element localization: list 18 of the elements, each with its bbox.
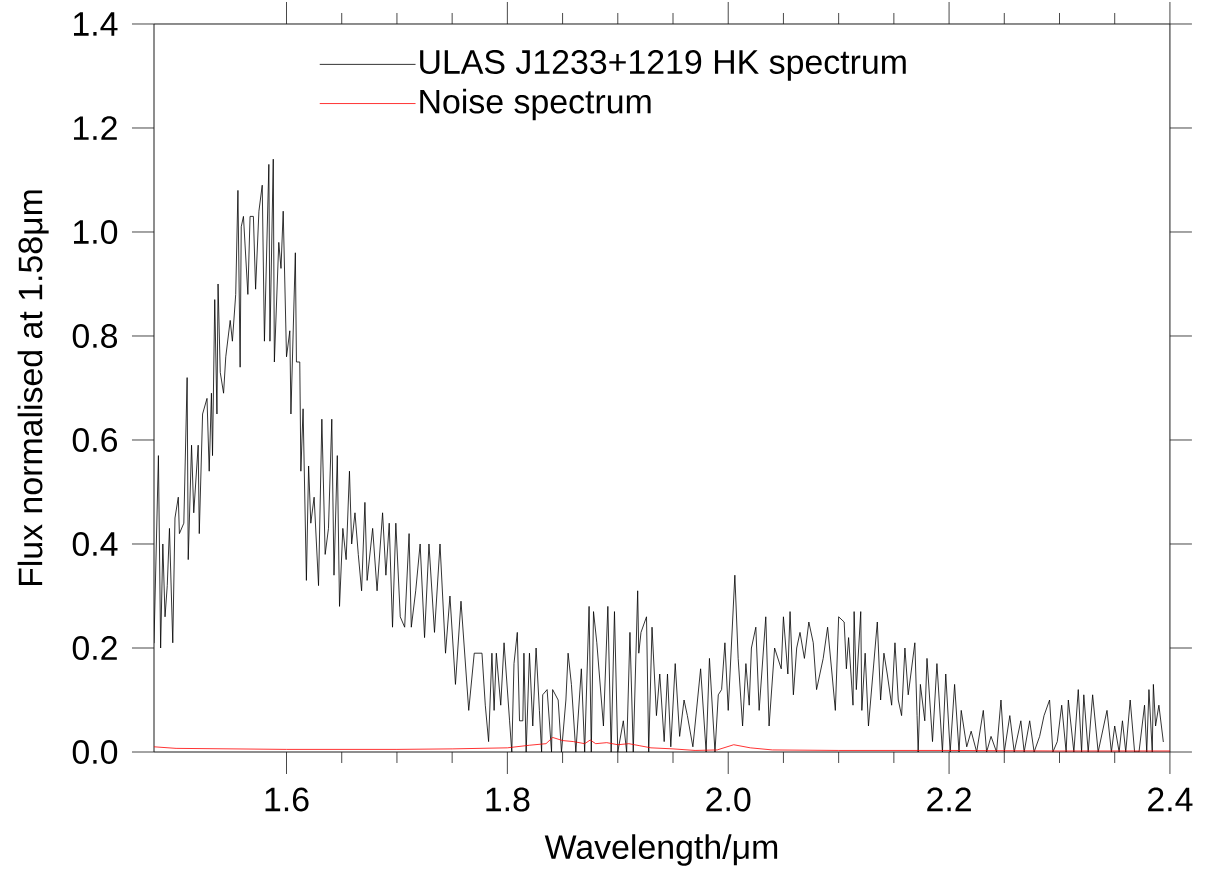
y-tick-label: 0.4: [72, 532, 118, 556]
y-tick-label: 0.8: [72, 324, 118, 348]
line-series: [154, 737, 1170, 752]
x-tick-label: 1.6: [265, 787, 309, 812]
y-tick-label: 1.0: [74, 220, 118, 244]
legend-label: Noise spectrum: [420, 88, 651, 121]
y-tick-label: 0.6: [72, 428, 118, 452]
y-axis-title: Flux normalised at 1.58μm: [17, 190, 49, 586]
x-axis-title: Wavelength/μm: [544, 834, 778, 866]
y-tick-label: 0.0: [72, 740, 118, 764]
x-tick-label: 1.8: [486, 787, 530, 812]
x-tick-label: 2.4: [1148, 787, 1193, 812]
legend-label: ULAS J1233+1219 HK spectrum: [420, 50, 906, 81]
x-tick-label: 2.0: [706, 787, 751, 812]
y-tick-label: 1.4: [74, 12, 118, 36]
y-tick-label: 1.2: [74, 116, 117, 140]
y-tick-label: 0.2: [72, 636, 117, 660]
x-tick-label: 2.2: [927, 787, 971, 812]
